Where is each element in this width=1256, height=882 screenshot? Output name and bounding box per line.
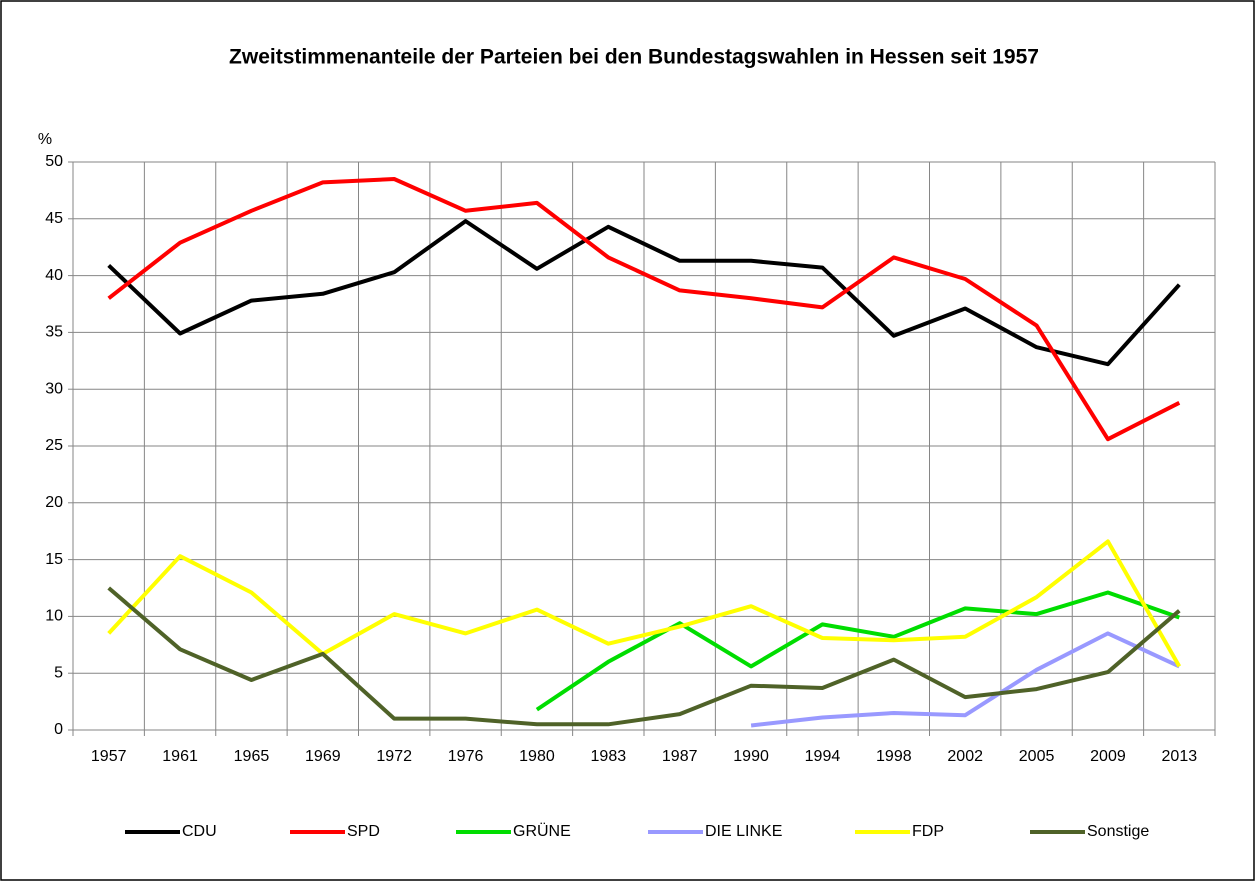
series-line [107, 177, 1181, 442]
y-tick-label: 35 [45, 324, 63, 341]
legend-label: SPD [347, 823, 380, 840]
y-tick-label: 10 [45, 608, 63, 625]
x-tick-label: 1983 [591, 748, 627, 765]
x-tick-label: 1976 [448, 748, 484, 765]
legend-label: DIE LINKE [705, 823, 782, 840]
y-tick-label: 45 [45, 210, 63, 227]
x-tick-label: 1994 [805, 748, 841, 765]
legend-label: FDP [912, 823, 944, 840]
y-tick-label: 0 [54, 721, 63, 738]
x-tick-label: 2013 [1162, 748, 1198, 765]
series-line [107, 586, 1181, 727]
x-tick-label: 1972 [376, 748, 412, 765]
x-tick-label: 1987 [662, 748, 698, 765]
x-tick-label: 1965 [234, 748, 270, 765]
series-line [535, 590, 1180, 712]
x-tick-label: 1980 [519, 748, 555, 765]
y-tick-label: 15 [45, 551, 63, 568]
series-line [107, 539, 1182, 668]
x-tick-label: 1961 [162, 748, 198, 765]
x-tick-label: 1957 [91, 748, 127, 765]
x-tick-label: 1990 [733, 748, 769, 765]
y-tick-label: 40 [45, 267, 63, 284]
y-axis-label: % [38, 131, 52, 148]
chart-title: Zweitstimmenanteile der Parteien bei den… [229, 46, 1039, 69]
y-tick-label: 5 [54, 664, 63, 681]
y-tick-label: 50 [45, 153, 63, 170]
x-tick-label: 2005 [1019, 748, 1055, 765]
x-tick-label: 1969 [305, 748, 341, 765]
legend-label: CDU [182, 823, 217, 840]
series-line [107, 219, 1181, 367]
legend-label: GRÜNE [513, 822, 571, 840]
x-tick-label: 2002 [947, 748, 983, 765]
y-tick-label: 25 [45, 437, 63, 454]
y-tick-label: 30 [45, 380, 63, 397]
series-line [750, 631, 1181, 728]
legend-label: Sonstige [1087, 823, 1149, 840]
x-tick-label: 1998 [876, 748, 912, 765]
y-tick-label: 20 [45, 494, 63, 511]
x-tick-label: 2009 [1090, 748, 1126, 765]
